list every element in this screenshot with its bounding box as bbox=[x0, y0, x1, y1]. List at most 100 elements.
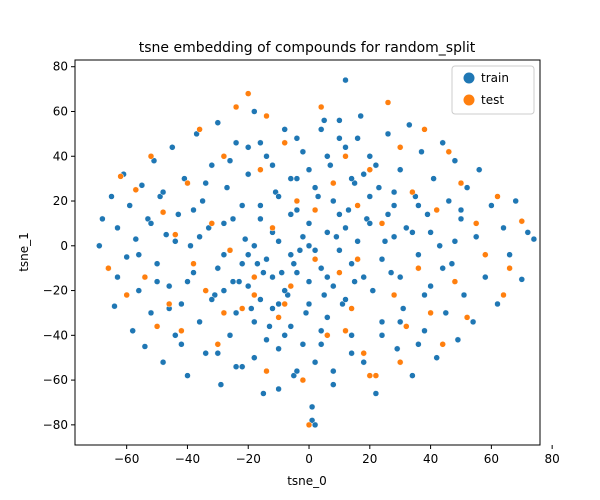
point-train-183 bbox=[384, 211, 392, 218]
point-test-36 bbox=[336, 269, 343, 276]
point-train-210 bbox=[415, 202, 422, 209]
point-train-137 bbox=[232, 309, 240, 317]
point-train-204 bbox=[244, 144, 252, 151]
point-test-1 bbox=[117, 173, 124, 180]
point-train-229 bbox=[330, 367, 337, 375]
point-train-74 bbox=[320, 117, 328, 124]
point-train-12 bbox=[135, 287, 143, 294]
y-tick-label: −40 bbox=[43, 328, 68, 342]
point-test-32 bbox=[311, 255, 319, 263]
point-train-191 bbox=[378, 255, 386, 263]
point-train-173 bbox=[324, 314, 331, 321]
point-test-27 bbox=[281, 139, 288, 147]
point-test-33 bbox=[317, 103, 325, 111]
point-train-65 bbox=[296, 247, 304, 254]
point-test-19 bbox=[232, 103, 240, 111]
point-test-46 bbox=[396, 144, 404, 151]
point-train-108 bbox=[424, 211, 431, 218]
point-train-196 bbox=[409, 229, 416, 236]
point-train-46 bbox=[238, 363, 246, 370]
point-train-87 bbox=[360, 358, 367, 366]
point-test-54 bbox=[445, 148, 453, 156]
point-test-60 bbox=[494, 193, 501, 200]
point-train-174 bbox=[342, 296, 349, 303]
point-train-236 bbox=[354, 135, 361, 142]
x-tick-label: 80 bbox=[545, 452, 560, 466]
point-test-64 bbox=[281, 300, 288, 308]
point-train-233 bbox=[293, 135, 301, 142]
y-tick-label: 0 bbox=[60, 239, 68, 253]
point-test-41 bbox=[366, 166, 374, 173]
point-train-127 bbox=[494, 300, 501, 308]
point-train-144 bbox=[275, 238, 282, 245]
point-train-68 bbox=[305, 220, 313, 227]
point-test-0 bbox=[105, 264, 112, 272]
legend-test-label: test bbox=[481, 93, 504, 107]
point-train-168 bbox=[351, 278, 358, 285]
legend-train-label: train bbox=[481, 71, 509, 85]
point-train-67 bbox=[302, 309, 310, 317]
point-train-213 bbox=[153, 278, 161, 285]
point-train-92 bbox=[375, 184, 383, 191]
point-train-121 bbox=[463, 184, 471, 191]
x-tick-label: −60 bbox=[114, 452, 139, 466]
point-train-153 bbox=[330, 282, 337, 290]
point-test-4 bbox=[141, 273, 149, 281]
point-train-54 bbox=[263, 153, 270, 160]
point-train-32 bbox=[196, 318, 203, 326]
point-test-7 bbox=[159, 208, 167, 216]
point-test-24 bbox=[263, 367, 270, 375]
x-tick-label: −40 bbox=[175, 452, 200, 466]
point-train-101 bbox=[403, 224, 410, 232]
point-train-142 bbox=[263, 255, 270, 263]
point-train-141 bbox=[257, 296, 264, 303]
point-test-12 bbox=[190, 260, 197, 267]
point-test-67 bbox=[251, 291, 258, 299]
point-train-55 bbox=[266, 323, 273, 330]
point-train-76 bbox=[327, 161, 334, 169]
point-train-63 bbox=[290, 372, 298, 379]
point-test-58 bbox=[472, 220, 480, 227]
point-train-61 bbox=[284, 291, 291, 299]
point-train-27 bbox=[181, 175, 188, 182]
point-train-5 bbox=[114, 224, 121, 232]
point-train-169 bbox=[251, 318, 258, 326]
point-train-62 bbox=[287, 211, 295, 218]
point-train-125 bbox=[482, 273, 489, 281]
point-train-103 bbox=[409, 372, 416, 379]
point-train-8 bbox=[123, 253, 130, 261]
point-test-25 bbox=[269, 224, 276, 232]
point-train-120 bbox=[460, 291, 468, 299]
point-train-135 bbox=[220, 287, 228, 294]
point-train-117 bbox=[451, 157, 459, 164]
point-train-200 bbox=[305, 166, 313, 173]
point-train-232 bbox=[257, 139, 264, 147]
point-train-235 bbox=[336, 117, 343, 124]
point-test-16 bbox=[214, 341, 222, 348]
point-train-230 bbox=[348, 349, 355, 357]
point-test-34 bbox=[324, 332, 331, 339]
point-train-16 bbox=[147, 309, 155, 317]
point-train-11 bbox=[132, 235, 140, 243]
point-test-13 bbox=[196, 126, 203, 133]
point-test-72 bbox=[366, 372, 374, 379]
point-train-166 bbox=[320, 291, 328, 299]
point-train-140 bbox=[251, 242, 258, 250]
point-train-202 bbox=[342, 144, 349, 151]
point-test-8 bbox=[165, 300, 173, 308]
point-train-177 bbox=[275, 193, 282, 200]
point-train-110 bbox=[430, 175, 437, 182]
point-test-37 bbox=[342, 153, 349, 160]
point-train-43 bbox=[229, 215, 237, 223]
point-train-47 bbox=[241, 235, 249, 243]
y-tick-label: −60 bbox=[43, 373, 68, 387]
point-train-146 bbox=[287, 251, 295, 258]
legend-test-marker bbox=[463, 94, 475, 106]
point-test-30 bbox=[299, 376, 307, 384]
point-train-164 bbox=[290, 260, 298, 267]
point-train-41 bbox=[223, 184, 231, 191]
point-train-94 bbox=[381, 238, 389, 245]
point-test-28 bbox=[287, 282, 295, 290]
point-test-42 bbox=[372, 372, 380, 379]
point-train-105 bbox=[415, 251, 422, 258]
